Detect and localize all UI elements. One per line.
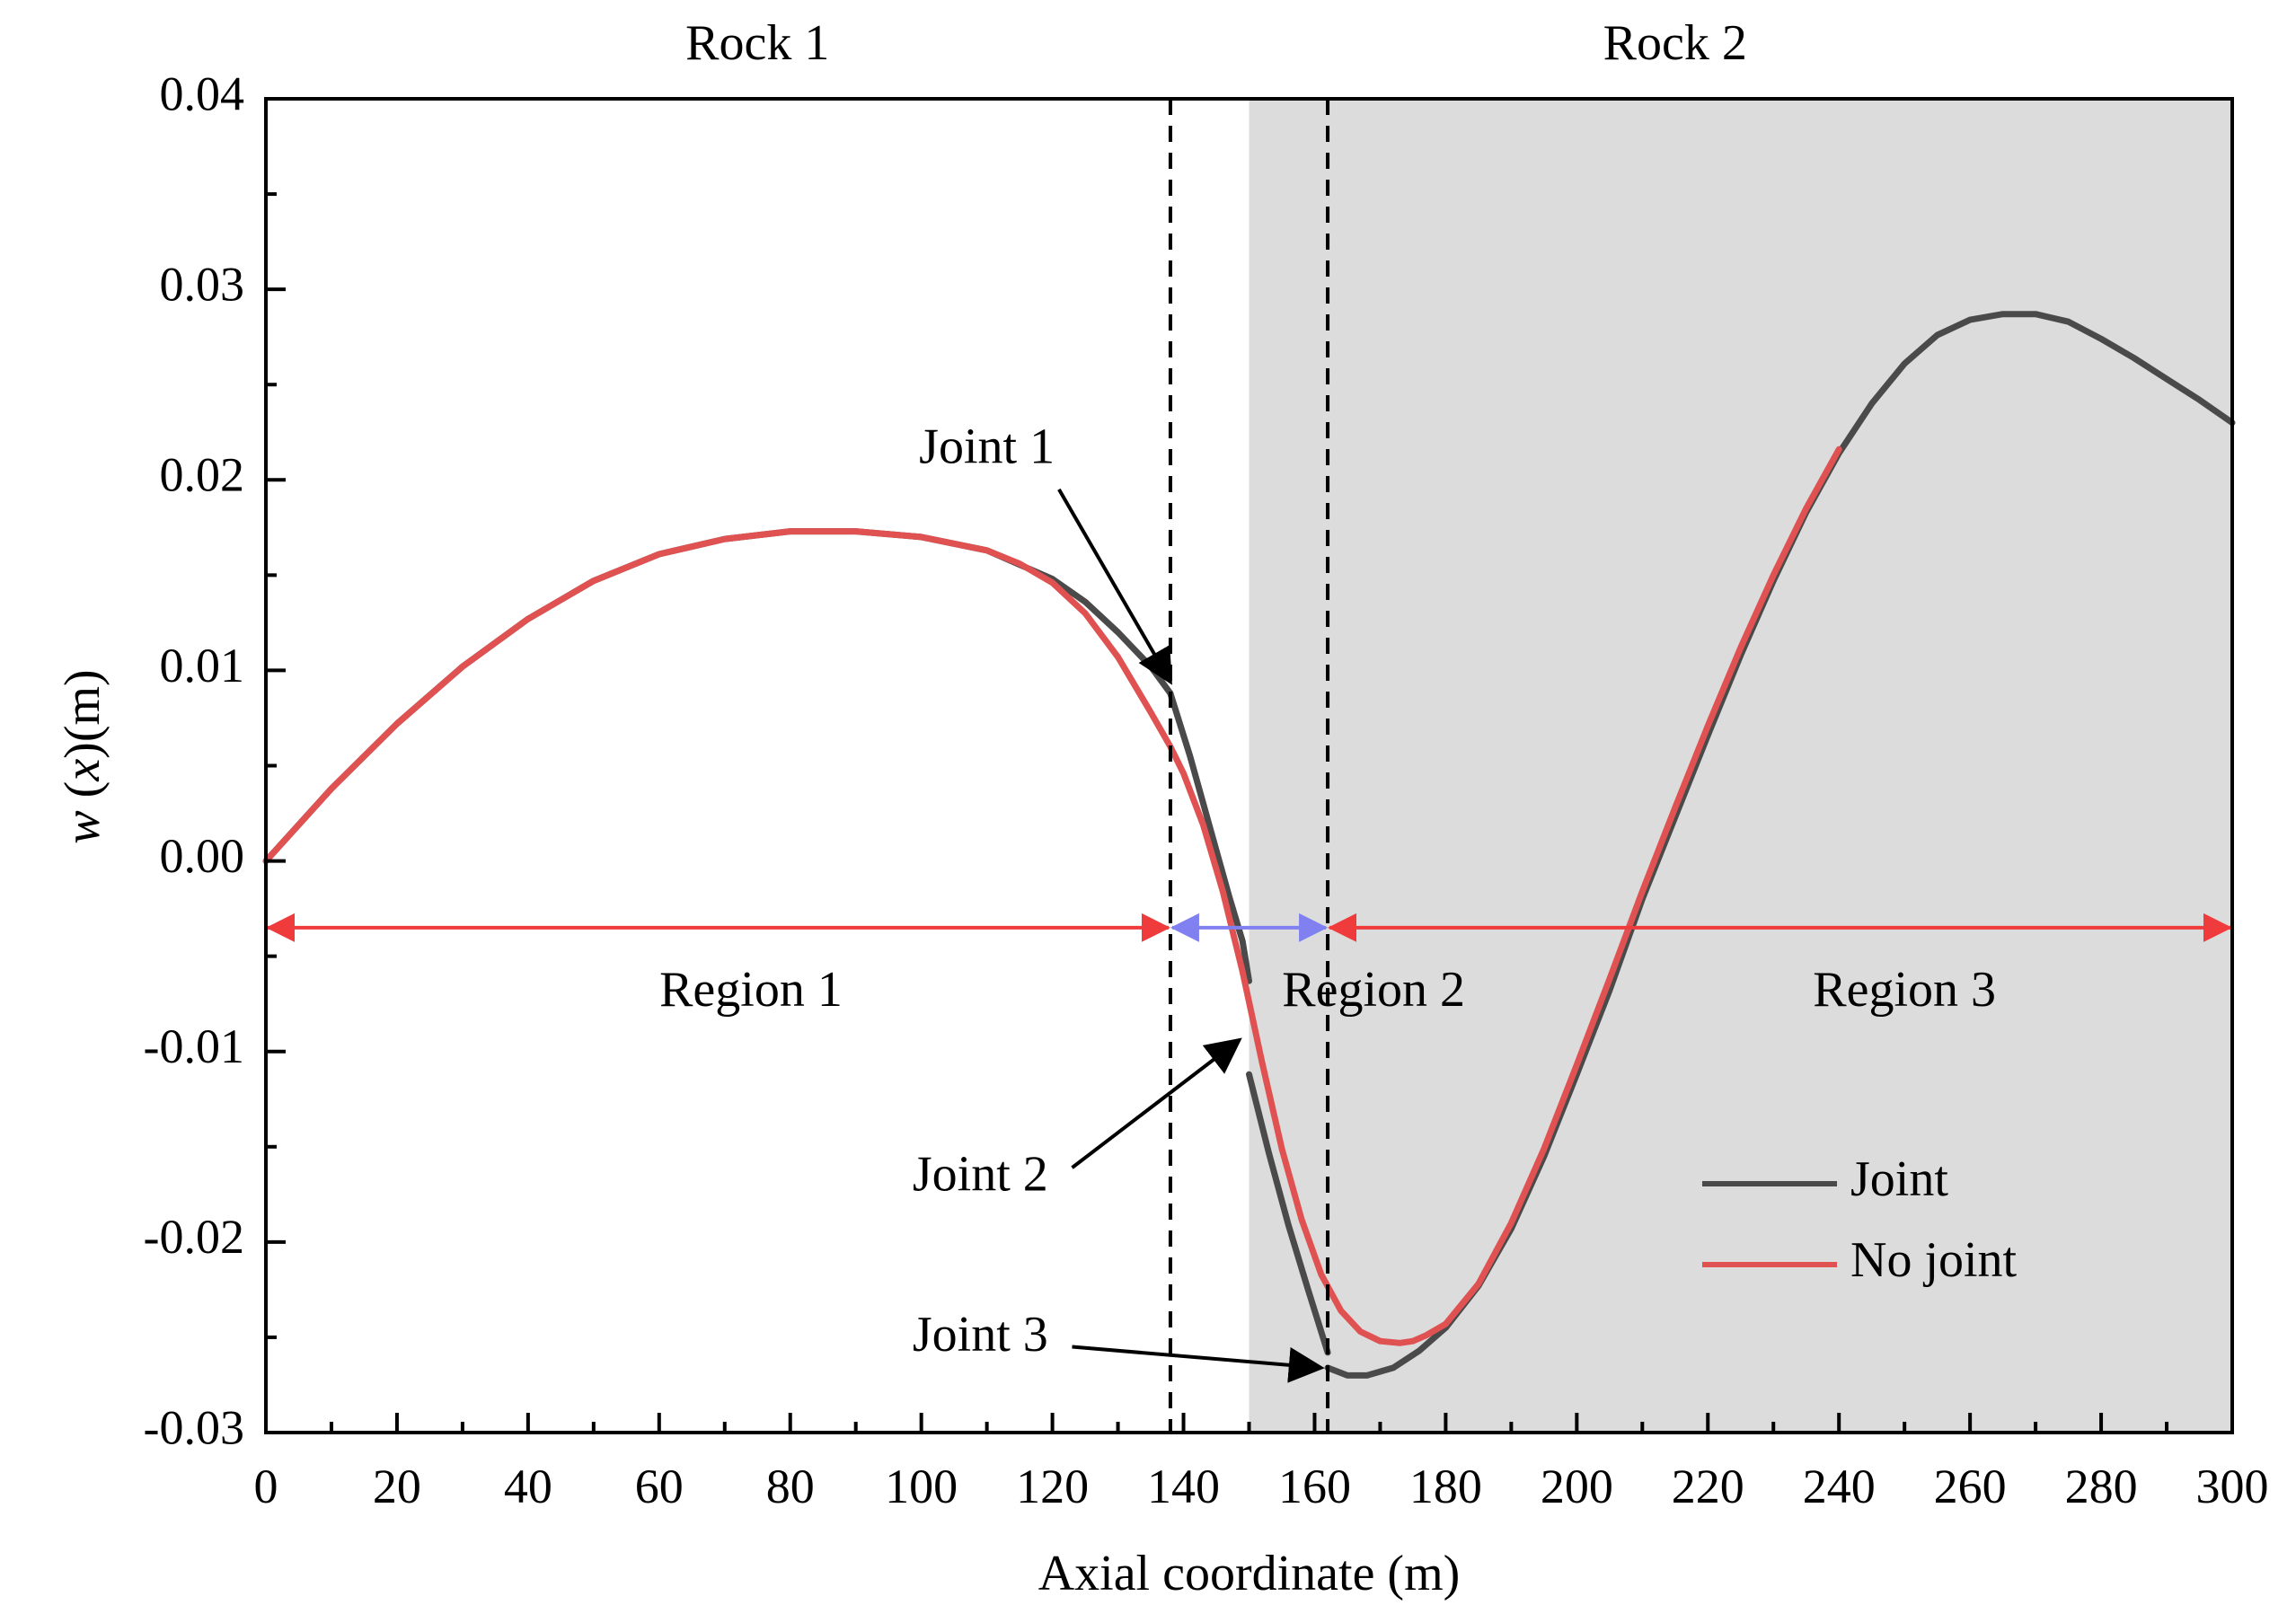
x-tick-label-7: 140 — [1147, 1459, 1220, 1513]
x-tick-label-14: 280 — [2065, 1459, 2138, 1513]
rock-label-2: Rock 2 — [1603, 15, 1747, 71]
legend-label-joint: Joint — [1850, 1151, 1948, 1207]
series-joint-line-segment-0 — [262, 528, 1174, 865]
joint-arrow-2 — [1071, 1037, 1242, 1169]
joint-annotations: Rock 1 Rock 2 Joint 1 Joint 2 Joint 3 — [685, 15, 1747, 1383]
y-axis-title: w (x)(m) — [55, 669, 110, 843]
legend: Joint No joint — [1702, 1151, 2018, 1288]
joint-label-3: Joint 3 — [913, 1307, 1048, 1362]
rock-2-shade — [1249, 99, 2232, 1433]
x-tick-label-4: 80 — [766, 1459, 815, 1513]
axis-ticks: 0 20 40 60 80 100 120 140 160 180 200 220 240 260 280 3… — [144, 66, 2269, 1513]
series-joint-line-segment-1 — [1167, 690, 1252, 984]
x-tick-label-2: 40 — [504, 1459, 552, 1513]
region-arrows: Region 1 Region 2 Region 3 — [266, 913, 2232, 1018]
x-tick-label-6: 120 — [1016, 1459, 1089, 1513]
x-axis-title: Axial coordinate (m) — [1038, 1546, 1461, 1601]
x-tick-label-9: 180 — [1409, 1459, 1482, 1513]
y-axis-title-w: w — [55, 810, 110, 843]
region-label-1: Region 1 — [659, 962, 843, 1018]
x-tick-label-11: 220 — [1672, 1459, 1744, 1513]
rock-label-1: Rock 1 — [685, 15, 829, 71]
x-tick-label-15: 300 — [2196, 1459, 2269, 1513]
y-tick-label-2: -0.01 — [144, 1019, 244, 1073]
joint-arrow-3 — [1072, 1345, 1325, 1383]
y-axis-title-x: x — [55, 759, 110, 782]
x-tick-label-1: 20 — [373, 1459, 421, 1513]
rock-2-shaded-area — [1249, 99, 2232, 1433]
legend-label-no-joint: No joint — [1850, 1232, 2018, 1288]
y-axis-title-open: ( — [55, 781, 110, 811]
joint-dashed-lines — [1168, 99, 1330, 1433]
region-label-3: Region 3 — [1813, 962, 1996, 1018]
series-no-joint-line-segment-0 — [262, 445, 1842, 1346]
y-tick-label-5: 0.02 — [160, 448, 245, 502]
y-tick-label-7: 0.04 — [160, 66, 245, 120]
x-tick-label-8: 160 — [1278, 1459, 1351, 1513]
joint-label-1: Joint 1 — [919, 419, 1055, 474]
y-tick-label-3: 0.00 — [160, 829, 245, 883]
y-tick-label-1: -0.02 — [144, 1210, 244, 1264]
x-tick-label-0: 0 — [254, 1459, 278, 1513]
joint-label-2: Joint 2 — [913, 1147, 1048, 1203]
joint-arrow-1 — [1057, 488, 1172, 685]
x-tick-label-5: 100 — [885, 1459, 958, 1513]
y-axis-title-close: )(m) — [55, 669, 110, 759]
x-tick-label-3: 60 — [635, 1459, 684, 1513]
x-tick-label-13: 260 — [1934, 1459, 2007, 1513]
series-lines — [262, 311, 2236, 1379]
region-label-2: Region 2 — [1282, 962, 1465, 1018]
x-tick-label-12: 240 — [1803, 1459, 1876, 1513]
x-tick-label-10: 200 — [1541, 1459, 1613, 1513]
y-tick-label-6: 0.03 — [160, 258, 245, 312]
y-tick-label-0: -0.03 — [144, 1400, 244, 1454]
y-tick-label-4: 0.01 — [160, 639, 245, 692]
series-joint-line-segment-2 — [1246, 1071, 1331, 1356]
